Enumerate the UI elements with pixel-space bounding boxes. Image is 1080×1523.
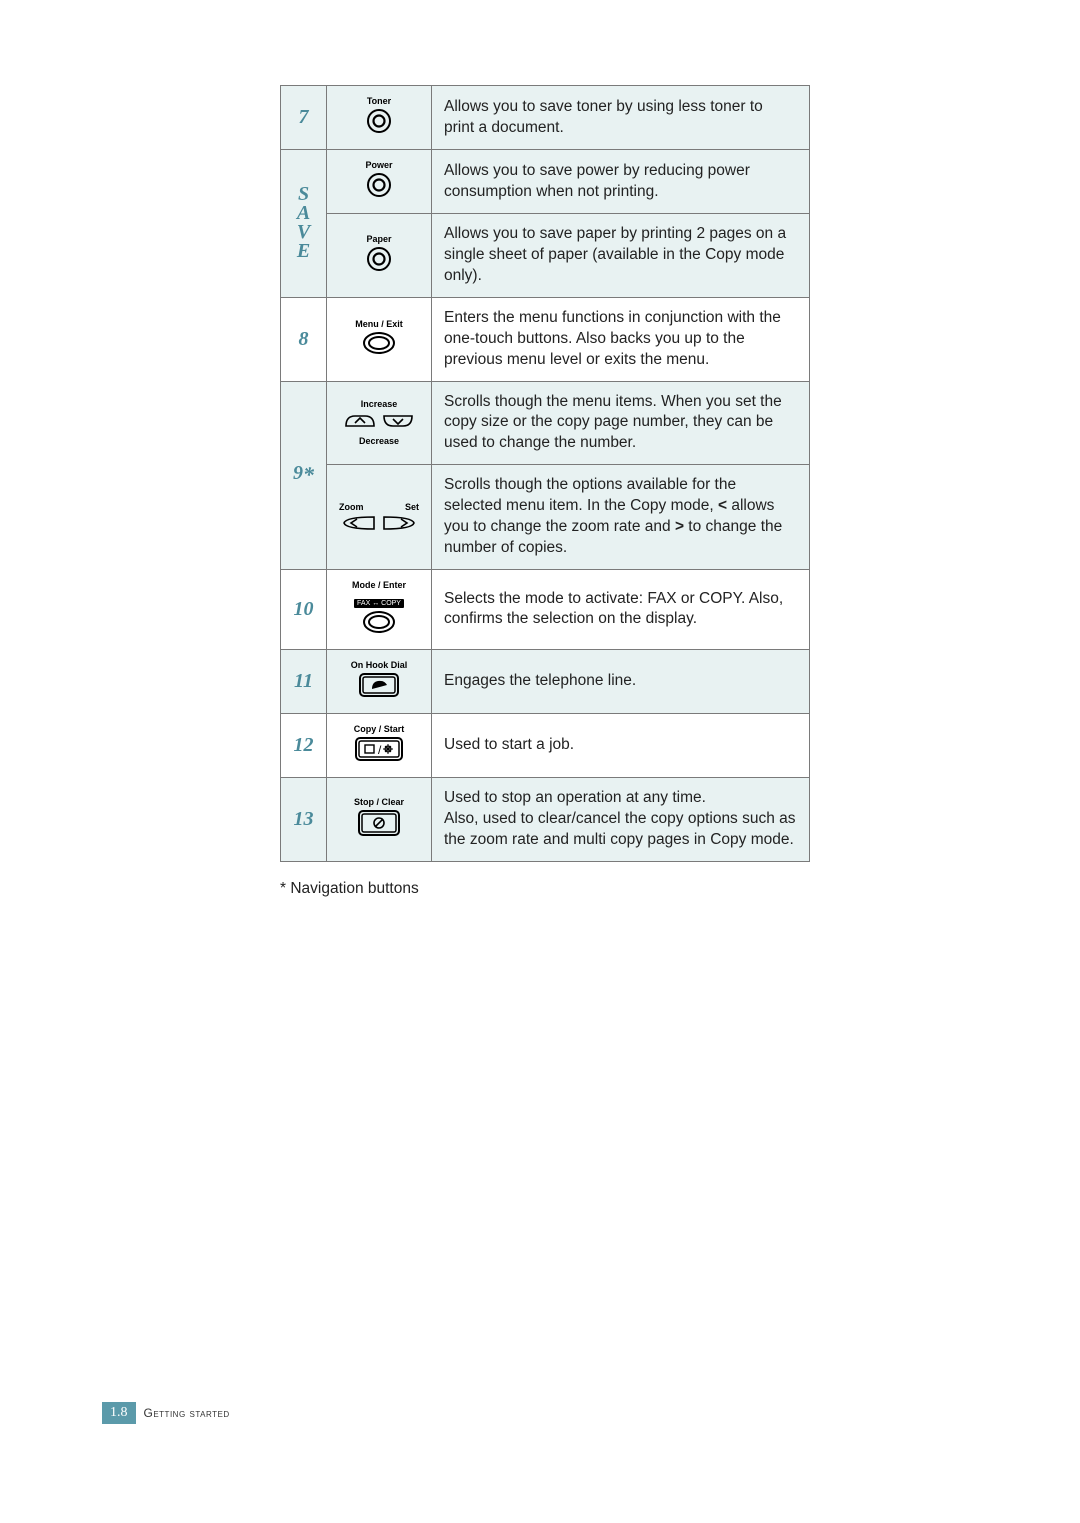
row-number-7: 7 [281, 86, 327, 150]
copy-icon-cell: Copy / Start / [327, 713, 432, 777]
toner-led-icon [366, 108, 392, 134]
copy-start-button-icon: / [354, 736, 404, 762]
menu-desc: Enters the menu functions in conjunction… [432, 297, 810, 381]
svg-text:/: / [378, 743, 382, 757]
stop-icon-cell: Stop / Clear [327, 777, 432, 861]
decrease-label: Decrease [339, 436, 419, 446]
on-hook-dial-button-icon [358, 672, 400, 698]
power-icon-cell: Power [327, 150, 432, 214]
menu-button-icon [362, 331, 396, 355]
updown-icon-cell: Increase Decrease [327, 381, 432, 465]
mode-button-icon [362, 610, 396, 634]
mode-label: Mode / Enter [339, 580, 419, 590]
paper-label: Paper [339, 234, 419, 244]
up-arrow-button-icon [343, 413, 377, 429]
down-arrow-button-icon [381, 413, 415, 429]
row-number-8: 8 [281, 297, 327, 381]
power-desc: Allows you to save power by reducing pow… [432, 150, 810, 214]
row-number-9: 9* [281, 381, 327, 569]
zoom-label: Zoom [339, 502, 364, 512]
mode-desc: Selects the mode to activate: FAX or COP… [432, 569, 810, 649]
paper-desc: Allows you to save paper by printing 2 p… [432, 214, 810, 298]
right-arrow-button-icon [381, 514, 417, 532]
power-label: Power [339, 160, 419, 170]
page-content: 7 Toner Allows you to save toner by usin… [280, 85, 810, 898]
mode-sublabel: FAX ↔ COPY [354, 599, 404, 608]
left-arrow-button-icon [341, 514, 377, 532]
toner-label: Toner [339, 96, 419, 106]
paper-led-icon [366, 246, 392, 272]
leftright-icon-cell: Zoom Set [327, 465, 432, 570]
row-number-11: 11 [281, 649, 327, 713]
hook-label: On Hook Dial [339, 660, 419, 670]
section-title: Getting started [144, 1406, 230, 1420]
save-vertical-label: S A V E [281, 150, 327, 298]
hook-desc: Engages the telephone line. [432, 649, 810, 713]
toner-desc: Allows you to save toner by using less t… [432, 86, 810, 150]
stop-label: Stop / Clear [339, 797, 419, 807]
stop-desc: Used to stop an operation at any time. A… [432, 777, 810, 861]
set-label: Set [405, 502, 419, 512]
page-number: 1.8 [102, 1402, 136, 1424]
stop-clear-button-icon [357, 809, 401, 837]
paper-icon-cell: Paper [327, 214, 432, 298]
leftright-desc: Scrolls though the options available for… [432, 465, 810, 570]
row-number-10: 10 [281, 569, 327, 649]
page-footer: 1.8 Getting started [102, 1402, 230, 1424]
num-7: 7 [299, 108, 309, 127]
footnote: * Navigation buttons [280, 880, 810, 898]
power-led-icon [366, 172, 392, 198]
menu-label: Menu / Exit [339, 319, 419, 329]
toner-icon-cell: Toner [327, 86, 432, 150]
mode-icon-cell: Mode / Enter FAX ↔ COPY [327, 569, 432, 649]
copy-label: Copy / Start [339, 724, 419, 734]
row-number-12: 12 [281, 713, 327, 777]
menu-icon-cell: Menu / Exit [327, 297, 432, 381]
updown-desc: Scrolls though the menu items. When you … [432, 381, 810, 465]
control-panel-table: 7 Toner Allows you to save toner by usin… [280, 85, 810, 862]
row-number-13: 13 [281, 777, 327, 861]
hook-icon-cell: On Hook Dial [327, 649, 432, 713]
copy-desc: Used to start a job. [432, 713, 810, 777]
increase-label: Increase [339, 399, 419, 409]
